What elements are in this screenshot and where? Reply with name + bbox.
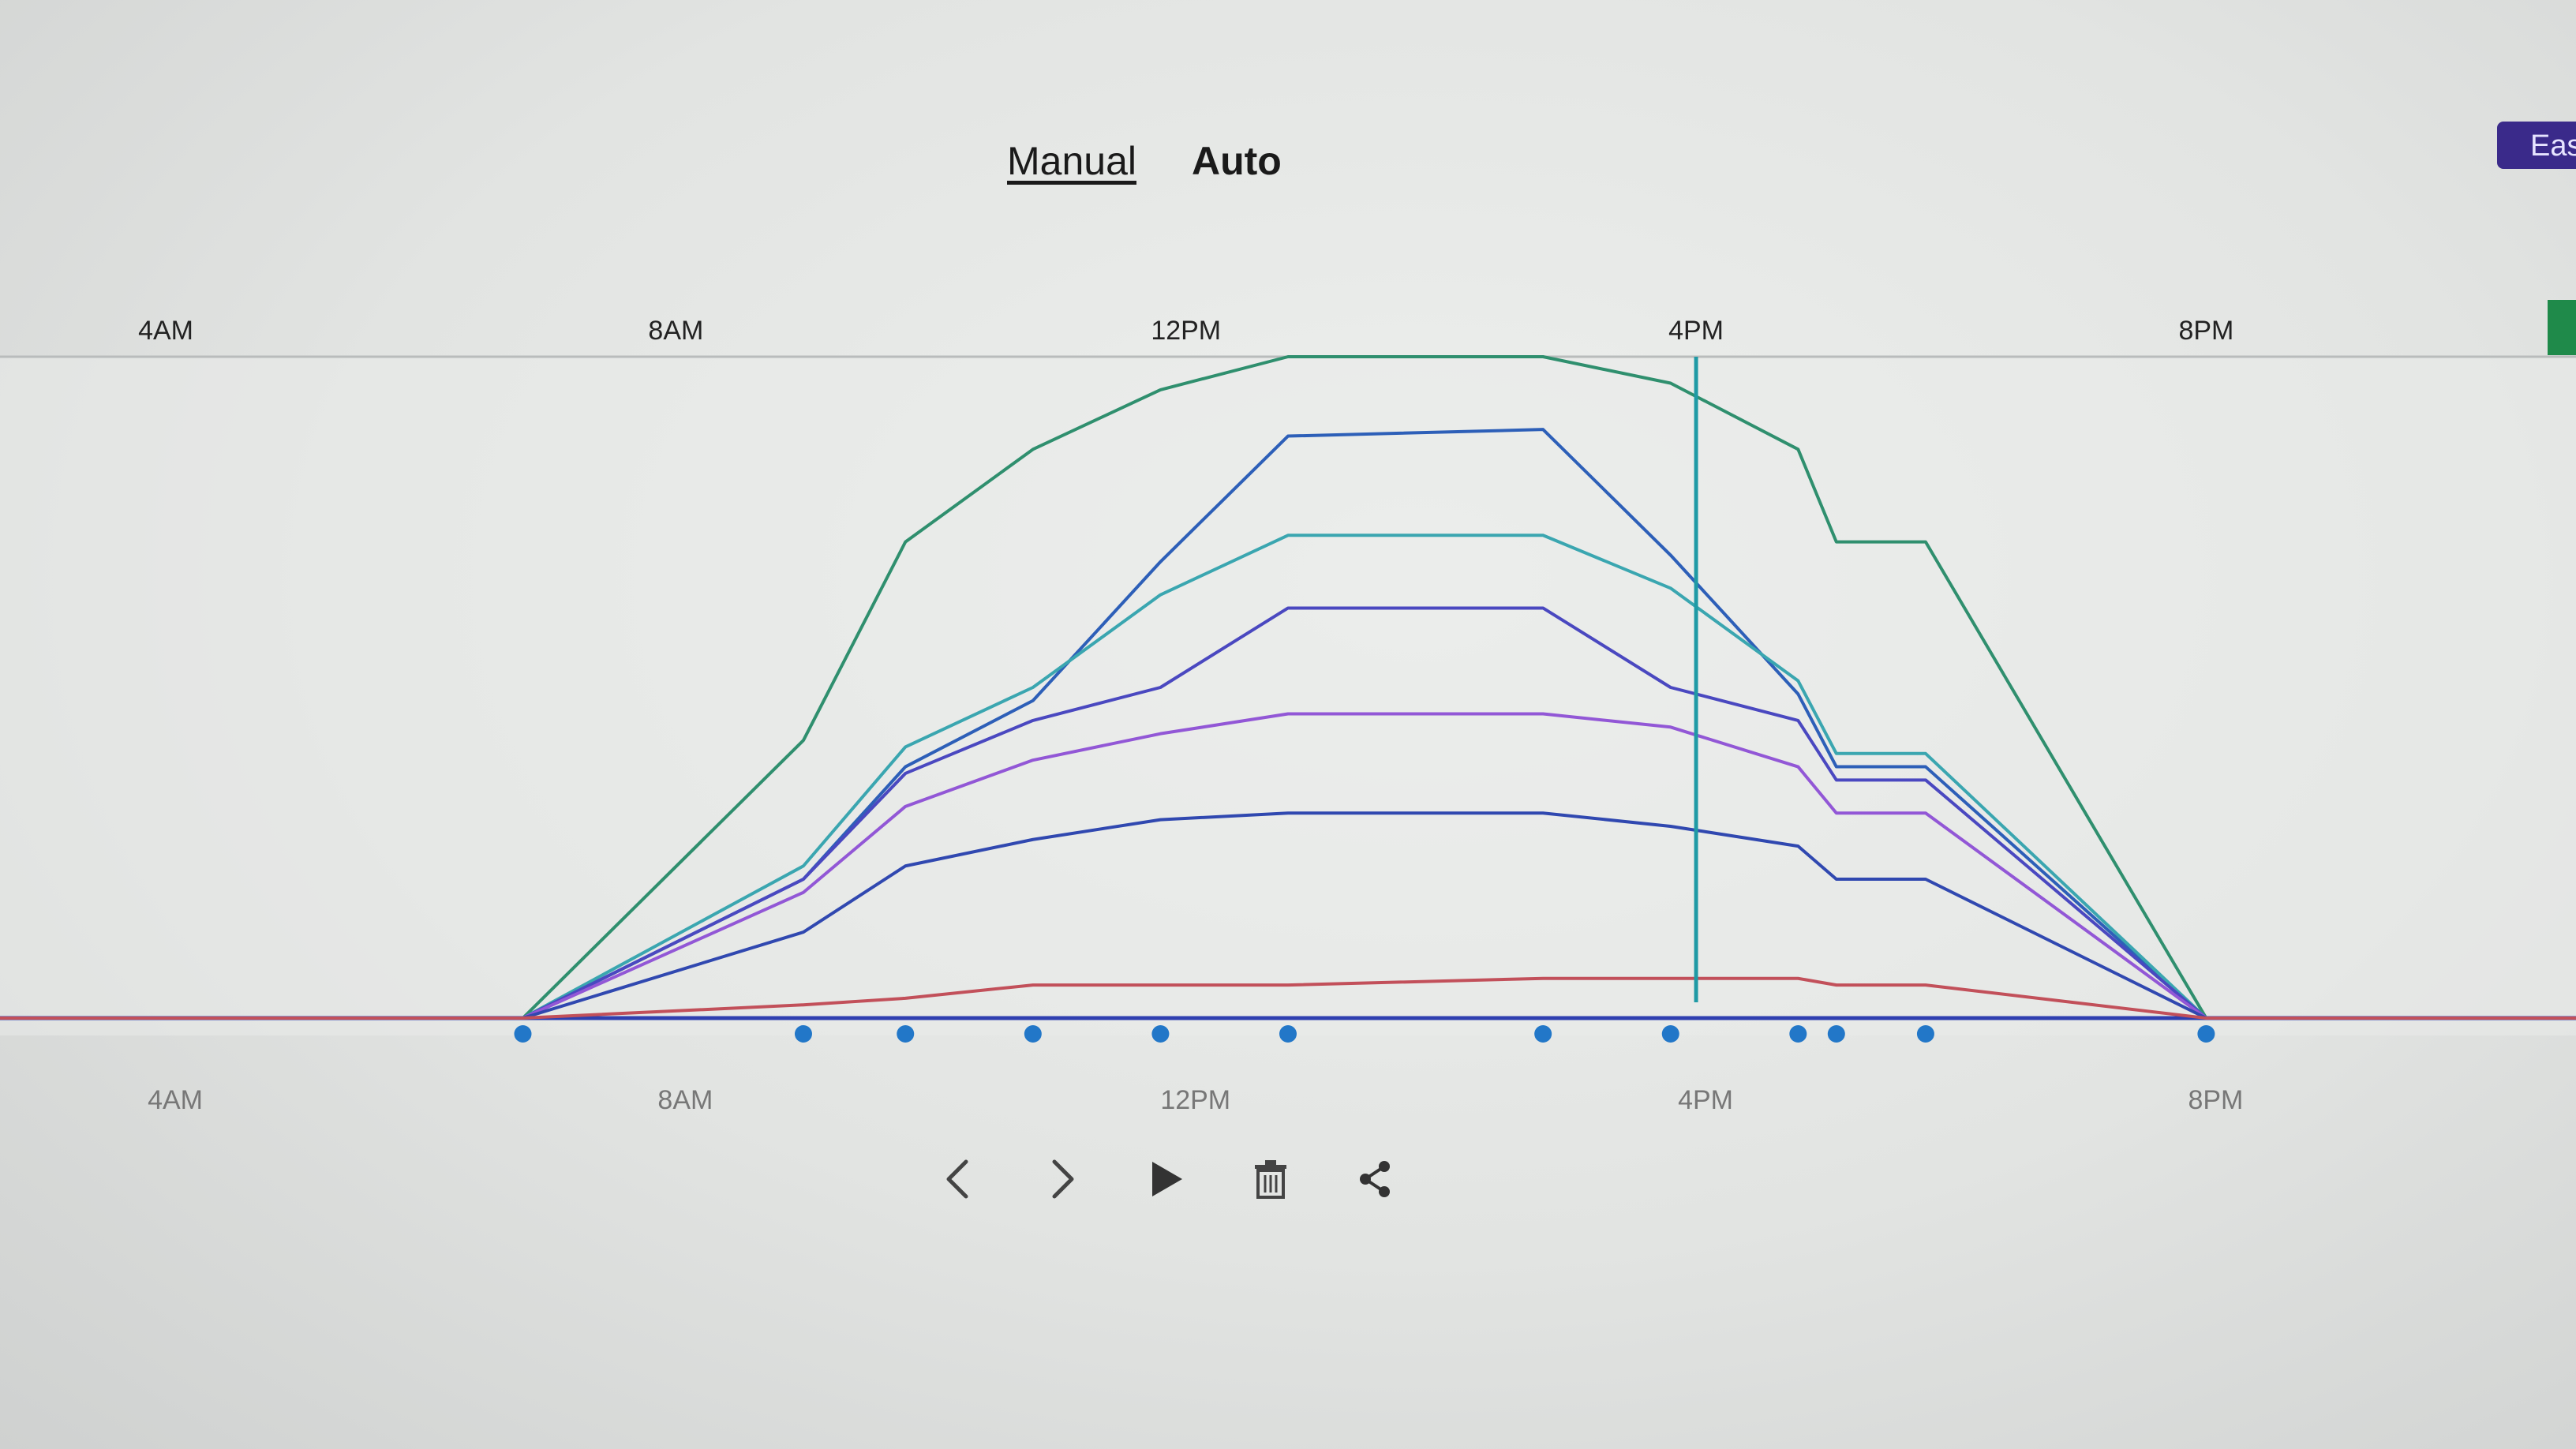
control-point[interactable] <box>1916 1025 1934 1043</box>
series-line-5 <box>0 712 2576 1020</box>
control-point[interactable] <box>1151 1025 1170 1043</box>
share-icon <box>1360 1161 1390 1197</box>
share-button[interactable] <box>1346 1151 1403 1208</box>
control-point[interactable] <box>897 1025 915 1043</box>
mode-tabs: Manual Auto <box>1007 138 1282 184</box>
control-point[interactable] <box>1661 1025 1679 1043</box>
bottom-tick-label: 12PM <box>1160 1085 1230 1115</box>
series-line-6 <box>0 811 2576 1020</box>
bottom-tick-label: 8PM <box>2188 1085 2243 1115</box>
playback-controls <box>930 1151 1403 1208</box>
bottom-time-axis: 4AM 8AM 12PM 4PM 8PM <box>148 1085 2243 1115</box>
top-tick-label: 12PM <box>1151 316 1221 346</box>
corner-button[interactable]: Eas <box>2497 122 2576 169</box>
control-point[interactable] <box>1789 1025 1807 1043</box>
chevron-left-icon <box>946 1159 968 1199</box>
delete-button[interactable] <box>1242 1151 1299 1208</box>
play-icon <box>1152 1162 1182 1196</box>
plot-area <box>0 357 2576 1035</box>
top-tick-label: 8AM <box>648 316 703 346</box>
bottom-tick-label: 4AM <box>148 1085 203 1115</box>
tab-manual[interactable]: Manual <box>1007 139 1136 183</box>
series-line-7 <box>0 976 2576 1020</box>
top-tick-label: 4AM <box>138 316 193 346</box>
control-point[interactable] <box>1279 1025 1297 1043</box>
control-points <box>514 1025 2215 1043</box>
control-point[interactable] <box>1024 1025 1042 1043</box>
top-time-axis: 4AM 8AM 12PM 4PM 8PM <box>138 316 2233 346</box>
series-line-1 <box>0 355 2576 1020</box>
previous-button[interactable] <box>930 1151 987 1208</box>
control-point[interactable] <box>794 1025 812 1043</box>
series-line-3 <box>0 534 2576 1020</box>
series-line-4 <box>0 606 2576 1020</box>
side-indicator <box>2548 300 2576 355</box>
top-tick-label: 8PM <box>2178 316 2233 346</box>
tab-auto[interactable]: Auto <box>1192 139 1282 183</box>
control-point[interactable] <box>1827 1025 1845 1043</box>
control-point[interactable] <box>1534 1025 1552 1043</box>
bottom-tick-label: 8AM <box>657 1085 713 1115</box>
bottom-tick-label: 4PM <box>1678 1085 1733 1115</box>
control-point[interactable] <box>514 1025 532 1043</box>
top-tick-label: 4PM <box>1668 316 1724 346</box>
control-point[interactable] <box>2197 1025 2215 1043</box>
play-button[interactable] <box>1138 1151 1195 1208</box>
chevron-right-icon <box>1052 1159 1074 1199</box>
next-button[interactable] <box>1034 1151 1091 1208</box>
series-lines <box>0 355 2576 1020</box>
trash-icon <box>1255 1160 1286 1199</box>
